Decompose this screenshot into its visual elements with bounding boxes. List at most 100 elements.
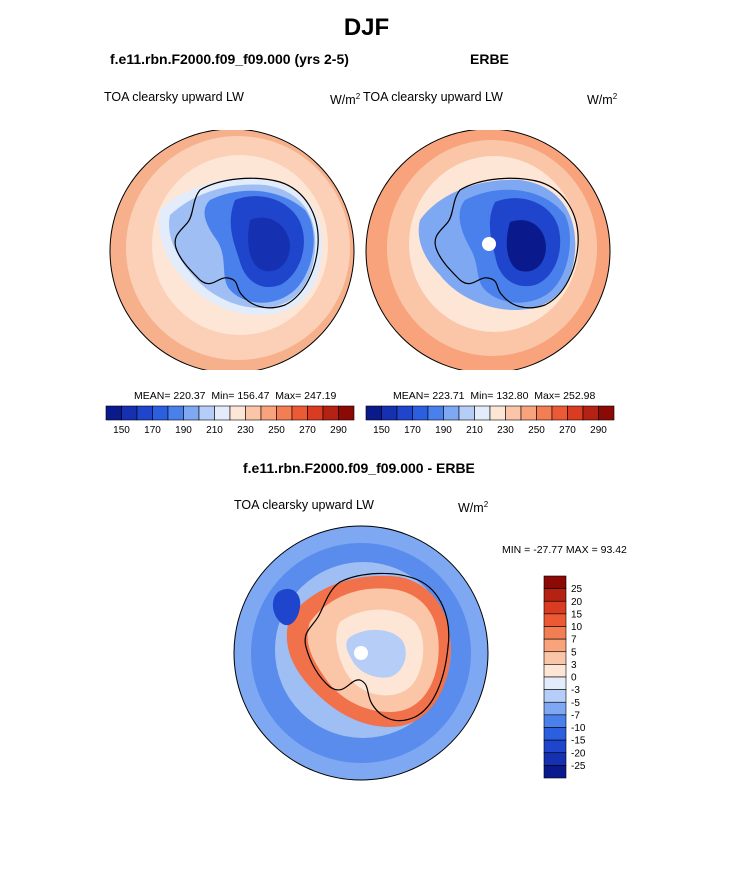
obs-colorbar-swatch	[381, 405, 398, 421]
obs-colorbar-swatch	[427, 405, 444, 421]
model-colorbar-swatch	[121, 405, 138, 421]
model-stats: MEAN= 220.37 Min= 156.47 Max= 247.19	[134, 390, 336, 402]
model-colorbar-swatch	[322, 405, 339, 421]
diff-colorbar-tick-label: 0	[571, 673, 577, 684]
obs-colorbar: 150 170 190 210 230 250 270 290	[365, 405, 615, 436]
model-coastline	[174, 177, 319, 309]
diff-interior-blue	[346, 629, 406, 678]
diff-colorbar-tick-label: 25	[571, 584, 583, 595]
diff-colorbar-tick-label: -3	[571, 685, 580, 696]
obs-map-border	[365, 130, 611, 370]
obs-ice-deepest	[506, 220, 546, 272]
obs-colorbar-swatch	[474, 405, 491, 421]
obs-colorbar-swatch	[365, 405, 382, 421]
obs-colorbar-swatch	[567, 405, 584, 421]
diff-colorbar-tick-label: 15	[571, 609, 583, 620]
diff-colorbar-swatch	[543, 727, 567, 741]
diff-colorbar-tick-label: -10	[571, 723, 586, 734]
model-mean: MEAN= 220.37	[134, 390, 206, 402]
model-colorbar-swatch	[214, 405, 231, 421]
model-polar-map	[109, 130, 355, 370]
obs-units-label: W/m2	[587, 92, 618, 108]
obs-colorbar-tick-label: 250	[528, 425, 545, 436]
diff-colorbar-swatch	[543, 626, 567, 640]
model-colorbar: 150 170 190 210 230 250 270 290	[105, 405, 355, 436]
diff-colorbar-tick-label: -5	[571, 698, 580, 709]
model-variable-label: TOA clearsky upward LW	[104, 90, 244, 104]
model-max: Max= 247.19	[275, 390, 337, 402]
model-colorbar-swatch	[260, 405, 277, 421]
diff-coastline	[304, 572, 450, 722]
model-colorbar-tick-label: 170	[144, 425, 161, 436]
obs-max: Max= 252.98	[534, 390, 596, 402]
model-colorbar-tick-label: 270	[299, 425, 316, 436]
diff-colorbar-swatch	[543, 613, 567, 627]
obs-colorbar-tick-label: 190	[435, 425, 452, 436]
obs-title: ERBE	[470, 51, 509, 67]
obs-colorbar-swatch	[505, 405, 522, 421]
obs-colorbar-swatch	[443, 405, 460, 421]
difference-title: f.e11.rbn.F2000.f09_f09.000 - ERBE	[243, 460, 475, 476]
model-colorbar-tick-label: 190	[175, 425, 192, 436]
diff-map-border	[233, 525, 489, 781]
diff-colorbar-tick-label: -25	[571, 761, 586, 772]
obs-colorbar-tick-label: 150	[373, 425, 390, 436]
diff-colorbar-tick-label: 7	[571, 635, 577, 646]
diff-colorbar-swatch	[543, 714, 567, 728]
obs-colorbar-swatch	[396, 405, 413, 421]
diff-colorbar-tick-label: -7	[571, 710, 580, 721]
model-case-title: f.e11.rbn.F2000.f09_f09.000 (yrs 2-5)	[110, 51, 349, 67]
obs-polar-map	[365, 130, 611, 370]
obs-colorbar-swatch	[598, 405, 615, 421]
obs-colorbar-tick-label: 270	[559, 425, 576, 436]
diff-colorbar-swatch	[543, 701, 567, 716]
obs-pole-hole	[482, 237, 496, 251]
obs-colorbar-swatch	[458, 405, 475, 421]
diff-colorbar-swatch	[543, 638, 567, 653]
diff-colorbar-tick-label: -15	[571, 736, 586, 747]
obs-variable-label: TOA clearsky upward LW	[363, 90, 503, 104]
model-colorbar-tick-label: 150	[113, 425, 130, 436]
obs-stats: MEAN= 223.71 Min= 132.80 Max= 252.98	[393, 390, 595, 402]
model-colorbar-tick-label: 210	[206, 425, 223, 436]
model-colorbar-swatch	[152, 405, 169, 421]
obs-mean: MEAN= 223.71	[393, 390, 465, 402]
diff-colorbar-swatch	[543, 600, 567, 615]
obs-colorbar-swatch	[536, 405, 553, 421]
model-colorbar-swatch	[276, 405, 293, 421]
diff-colorbar-swatch	[543, 664, 567, 678]
diff-units-label: W/m2	[458, 500, 489, 516]
model-colorbar-swatch	[229, 405, 246, 421]
model-colorbar-swatch	[136, 405, 153, 421]
model-ice-deepest	[248, 217, 290, 272]
model-colorbar-tick-label: 230	[237, 425, 254, 436]
diff-variable-label: TOA clearsky upward LW	[234, 498, 374, 512]
obs-colorbar-tick-label: 230	[497, 425, 514, 436]
diff-colorbar-tick-label: -20	[571, 748, 586, 759]
obs-colorbar-tick-label: 210	[466, 425, 483, 436]
model-colorbar-swatch	[198, 405, 215, 421]
diff-colorbar-tick-label: 20	[571, 597, 583, 608]
diff-pole-hole	[354, 646, 368, 660]
obs-colorbar-swatch	[551, 405, 568, 421]
diff-colorbar-swatch	[543, 588, 567, 602]
diff-colorbar-swatch	[543, 651, 567, 665]
obs-colorbar-swatch	[582, 405, 599, 421]
diff-colorbar-swatch	[543, 575, 567, 589]
model-min: Min= 156.47	[211, 390, 270, 402]
figure-title: DJF	[343, 14, 390, 41]
obs-colorbar-swatch	[412, 405, 429, 421]
model-colorbar-swatch	[338, 405, 355, 421]
model-colorbar-swatch	[167, 405, 184, 421]
obs-colorbar-swatch	[489, 405, 506, 421]
diff-colorbar-swatch	[543, 765, 567, 779]
model-colorbar-tick-label: 250	[268, 425, 285, 436]
obs-min: Min= 132.80	[470, 390, 529, 402]
diff-colorbar-tick-label: 5	[571, 647, 577, 658]
diff-minmax: MIN = -27.77 MAX = 93.42	[502, 544, 627, 556]
diff-colorbar-swatch	[543, 676, 567, 690]
obs-colorbar-tick-label: 170	[404, 425, 421, 436]
obs-coastline	[434, 177, 579, 309]
model-colorbar-swatch	[291, 405, 308, 421]
